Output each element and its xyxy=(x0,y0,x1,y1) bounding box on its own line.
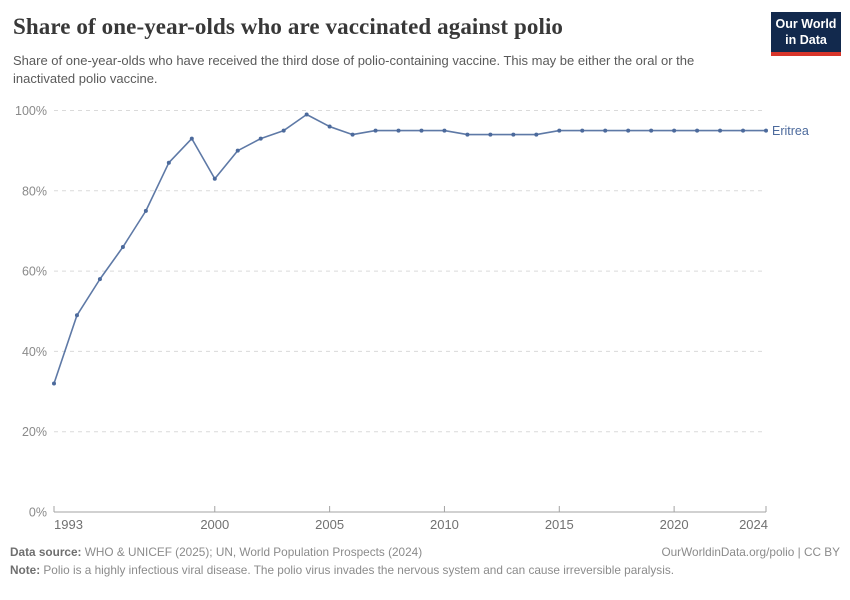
chart-footer: Data source: WHO & UNICEF (2025); UN, Wo… xyxy=(10,543,840,580)
data-point[interactable] xyxy=(74,313,79,318)
data-point[interactable] xyxy=(718,128,723,133)
data-source-line: Data source: WHO & UNICEF (2025); UN, Wo… xyxy=(10,543,422,561)
data-point[interactable] xyxy=(52,381,56,386)
x-axis-tick-label: 2024 xyxy=(739,517,768,532)
page-title: Share of one-year-olds who are vaccinate… xyxy=(13,14,564,39)
data-point[interactable] xyxy=(442,128,447,133)
data-point[interactable] xyxy=(281,128,286,133)
x-axis-tick-label: 1993 xyxy=(54,517,83,532)
data-point[interactable] xyxy=(695,128,700,133)
line-chart-canvas[interactable]: 0% 20% 40% 60% 80% 100% 1993 2000 2005 2010 2015 20… xyxy=(0,95,850,545)
data-point[interactable] xyxy=(258,136,263,141)
data-point[interactable] xyxy=(580,128,585,133)
data-point[interactable] xyxy=(212,176,217,181)
y-axis-tick-label: 60% xyxy=(22,265,47,279)
owid-logo-line1: Our World xyxy=(775,17,837,31)
series-end-label[interactable]: Eritrea xyxy=(772,124,809,138)
data-point[interactable] xyxy=(350,132,355,137)
note-label: Note: xyxy=(10,563,41,578)
line-chart[interactable]: 0% 20% 40% 60% 80% 100% 1993 2000 2005 2010 2015 20… xyxy=(0,95,850,545)
x-axis-tick-label: 2005 xyxy=(315,517,344,532)
data-point[interactable] xyxy=(120,245,125,250)
data-point[interactable] xyxy=(189,136,194,141)
y-axis-tick-label: 80% xyxy=(22,184,47,198)
y-axis-tick-label: 20% xyxy=(22,425,47,439)
data-point[interactable] xyxy=(419,128,424,133)
data-point[interactable] xyxy=(235,148,240,153)
data-source-text: WHO & UNICEF (2025); UN, World Populatio… xyxy=(81,545,423,559)
owid-logo-line2: in Data xyxy=(785,32,827,47)
x-axis-tick-label: 2020 xyxy=(660,517,689,532)
data-point[interactable] xyxy=(534,132,539,137)
x-axis-tick-label: 2000 xyxy=(200,517,229,532)
y-axis-tick-label: 40% xyxy=(22,345,47,359)
owid-logo[interactable]: Our World in Data xyxy=(771,12,841,57)
note-line: Note: Polio is a highly infectious viral… xyxy=(10,563,674,577)
data-source-label: Data source: xyxy=(10,545,82,559)
chart-subtitle: Share of one-year-olds who have received… xyxy=(13,53,695,86)
data-point[interactable] xyxy=(465,132,470,137)
data-point[interactable] xyxy=(511,132,516,137)
attribution-link[interactable]: OurWorldinData.org/polio | CC BY xyxy=(661,545,840,559)
x-axis-tick-label: 2010 xyxy=(430,517,459,532)
data-point[interactable] xyxy=(764,128,768,133)
y-axis-tick-label: 100% xyxy=(15,104,47,118)
note-text: Polio is a highly infectious viral disea… xyxy=(40,563,675,578)
data-point[interactable] xyxy=(166,160,171,165)
data-point[interactable] xyxy=(741,128,746,133)
x-axis-tick-label: 2015 xyxy=(545,517,574,532)
data-line[interactable] xyxy=(53,113,766,384)
data-point[interactable] xyxy=(304,112,309,117)
data-point[interactable] xyxy=(97,277,102,282)
data-point[interactable] xyxy=(327,124,332,129)
data-point[interactable] xyxy=(672,128,677,133)
data-point[interactable] xyxy=(396,128,401,133)
data-point[interactable] xyxy=(649,128,654,133)
data-point[interactable] xyxy=(143,208,148,213)
data-point[interactable] xyxy=(373,128,378,133)
data-point[interactable] xyxy=(557,128,562,133)
data-point[interactable] xyxy=(603,128,608,133)
data-point[interactable] xyxy=(488,132,493,137)
data-point[interactable] xyxy=(626,128,631,133)
y-axis-tick-label: 0% xyxy=(29,506,47,520)
